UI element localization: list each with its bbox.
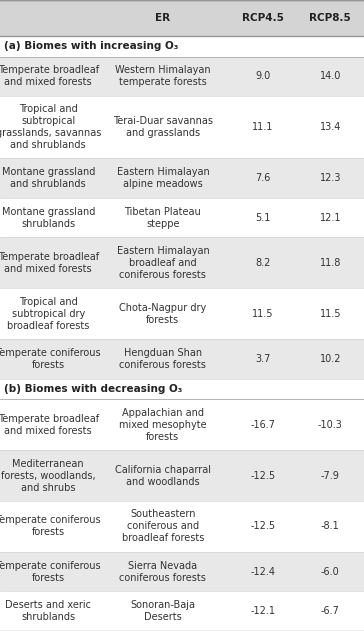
Text: 5.1: 5.1 [255,213,271,223]
Text: -6.0: -6.0 [321,567,340,577]
Bar [0,0,364,36]
Bar [0,339,364,379]
Text: Tibetan Plateau
steppe: Tibetan Plateau steppe [124,206,201,228]
Bar [0,57,364,96]
Text: Terai-Duar savannas
and grasslands: Terai-Duar savannas and grasslands [113,116,213,138]
Bar [0,288,364,339]
Text: 3.7: 3.7 [255,354,271,364]
Text: Montane grassland
and shrublands: Montane grassland and shrublands [1,167,95,189]
Bar [0,552,364,591]
Text: Temperate broadleaf
and mixed forests: Temperate broadleaf and mixed forests [0,414,99,436]
Text: 11.5: 11.5 [252,309,274,319]
Text: -12.5: -12.5 [250,521,276,531]
Text: (b) Biomes with decreasing O₃: (b) Biomes with decreasing O₃ [4,384,182,394]
Text: 14.0: 14.0 [320,71,341,81]
Text: Temperate coniferous
forests: Temperate coniferous forests [0,561,101,582]
Bar [0,450,364,501]
Bar [0,198,364,237]
Text: -12.1: -12.1 [250,606,276,616]
Text: -12.5: -12.5 [250,471,276,481]
Text: Temperate coniferous
forests: Temperate coniferous forests [0,516,101,538]
Text: Sierra Nevada
coniferous forests: Sierra Nevada coniferous forests [119,561,206,582]
Text: 11.8: 11.8 [320,257,341,268]
Text: (a) Biomes with increasing O₃: (a) Biomes with increasing O₃ [4,41,178,51]
Text: California chaparral
and woodlands: California chaparral and woodlands [115,464,211,487]
Text: -6.7: -6.7 [321,606,340,616]
Text: 13.4: 13.4 [320,122,341,132]
Text: 12.1: 12.1 [320,213,341,223]
Text: -10.3: -10.3 [318,420,343,430]
Text: Sonoran-Baja
Deserts: Sonoran-Baja Deserts [130,600,195,622]
Bar [0,501,364,552]
Text: Eastern Himalayan
broadleaf and
coniferous forests: Eastern Himalayan broadleaf and conifero… [116,245,209,280]
Text: 8.2: 8.2 [255,257,271,268]
Text: 11.5: 11.5 [320,309,341,319]
Bar [0,96,364,158]
Bar [0,379,364,399]
Text: -12.4: -12.4 [250,567,276,577]
Text: Temperate coniferous
forests: Temperate coniferous forests [0,348,101,370]
Text: Appalachian and
mixed mesophyte
forests: Appalachian and mixed mesophyte forests [119,408,207,442]
Bar [0,36,364,57]
Text: Tropical and
subtropical
grasslands, savannas
and shrublands: Tropical and subtropical grasslands, sav… [0,104,101,150]
Text: 12.3: 12.3 [320,173,341,183]
Text: RCP4.5: RCP4.5 [242,13,284,23]
Text: 7.6: 7.6 [255,173,271,183]
Bar [0,158,364,198]
Text: Temperate broadleaf
and mixed forests: Temperate broadleaf and mixed forests [0,65,99,87]
Text: Southeastern
coniferous and
broadleaf forests: Southeastern coniferous and broadleaf fo… [122,509,204,543]
Text: ER: ER [155,13,170,23]
Text: Chota-Nagpur dry
forests: Chota-Nagpur dry forests [119,303,206,324]
Text: Eastern Himalayan
alpine meadows: Eastern Himalayan alpine meadows [116,167,209,189]
Text: 11.1: 11.1 [252,122,274,132]
Text: Mediterranean
forests, woodlands,
and shrubs: Mediterranean forests, woodlands, and sh… [1,459,95,493]
Text: Hengduan Shan
coniferous forests: Hengduan Shan coniferous forests [119,348,206,370]
Text: -8.1: -8.1 [321,521,340,531]
Text: RCP8.5: RCP8.5 [309,13,351,23]
Text: Western Himalayan
temperate forests: Western Himalayan temperate forests [115,65,211,87]
Text: -16.7: -16.7 [250,420,276,430]
Text: -7.9: -7.9 [321,471,340,481]
Text: Deserts and xeric
shrublands: Deserts and xeric shrublands [5,600,91,622]
Text: 10.2: 10.2 [320,354,341,364]
Bar [0,399,364,450]
Bar [0,591,364,631]
Text: 9.0: 9.0 [256,71,270,81]
Text: Temperate broadleaf
and mixed forests: Temperate broadleaf and mixed forests [0,252,99,274]
Bar [0,237,364,288]
Text: Tropical and
subtropical dry
broadleaf forests: Tropical and subtropical dry broadleaf f… [7,297,90,331]
Text: Montane grassland
shrublands: Montane grassland shrublands [1,206,95,228]
